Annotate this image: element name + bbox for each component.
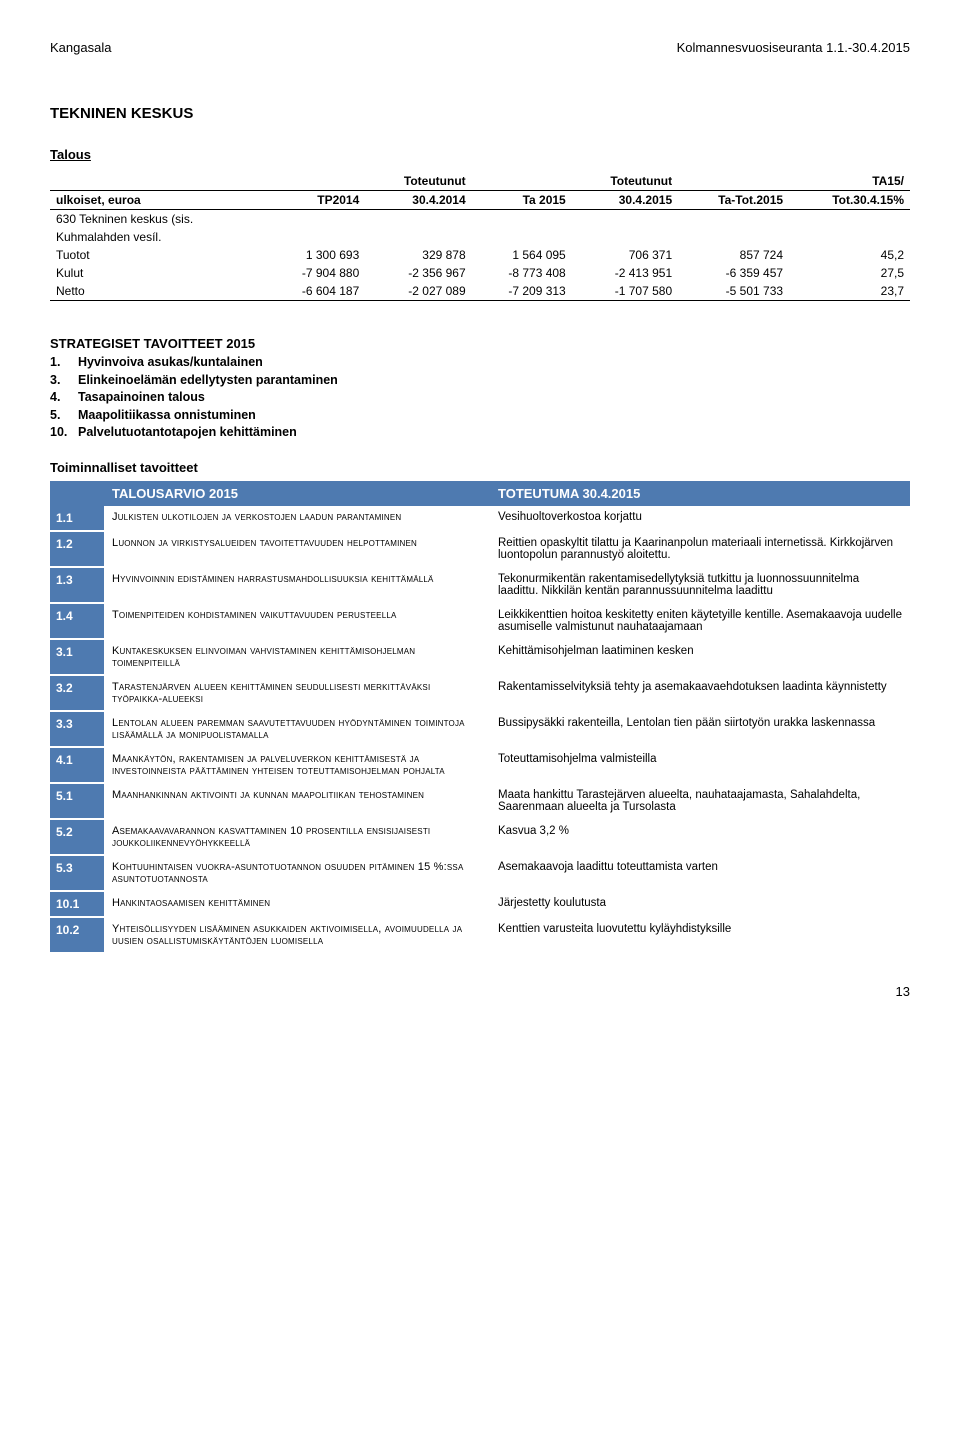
row-description: Toimenpiteiden kohdistaminen vaikuttavuu… <box>104 603 490 639</box>
row-number: 10.2 <box>50 917 104 953</box>
row-outcome: Tekonurmikentän rakentamisedellytyksiä t… <box>490 567 910 603</box>
row-number: 5.1 <box>50 783 104 819</box>
page-header: Kangasala Kolmannesvuosiseuranta 1.1.-30… <box>50 40 910 55</box>
row-outcome: Reittien opaskyltit tilattu ja Kaarinanp… <box>490 531 910 567</box>
row-number: 1.1 <box>50 506 104 531</box>
strategiset-item-text: Hyvinvoiva asukas/kuntalainen <box>78 354 263 372</box>
strategiset-list: 1.Hyvinvoiva asukas/kuntalainen3.Elinkei… <box>50 354 910 442</box>
row-number: 5.3 <box>50 855 104 891</box>
fin-data-row: Netto -6 604 187 -2 027 089 -7 209 313 -… <box>50 282 910 301</box>
strategiset-item-num: 1. <box>50 354 78 372</box>
table-row: 5.2Asemakaavavarannon kasvattaminen 10 p… <box>50 819 910 855</box>
row-outcome: Maata hankittu Tarastejärven alueelta, n… <box>490 783 910 819</box>
main-table: TALOUSARVIO 2015 TOTEUTUMA 30.4.2015 1.1… <box>50 481 910 954</box>
row-description: Kohtuuhintaisen vuokra-asuntotuotannon o… <box>104 855 490 891</box>
table-row: 4.1Maankäytön, rakentamisen ja palveluve… <box>50 747 910 783</box>
table-row: 10.1Hankintaosaamisen kehittäminenJärjes… <box>50 891 910 917</box>
row-description: Yhteisöllisyyden lisääminen asukkaiden a… <box>104 917 490 953</box>
strategiset-item-text: Tasapainoinen talous <box>78 389 205 407</box>
strategiset-item-num: 10. <box>50 424 78 442</box>
row-description: Tarastenjärven alueen kehittäminen seudu… <box>104 675 490 711</box>
row-description: Hankintaosaamisen kehittäminen <box>104 891 490 917</box>
table-row: 3.3Lentolan alueen paremman saavutettavu… <box>50 711 910 747</box>
row-number: 3.3 <box>50 711 104 747</box>
strategiset-item-text: Maapolitiikassa onnistuminen <box>78 407 256 425</box>
header-right: Kolmannesvuosiseuranta 1.1.-30.4.2015 <box>677 40 910 55</box>
row-outcome: Rakentamisselvityksiä tehty ja asemakaav… <box>490 675 910 711</box>
row-description: Lentolan alueen paremman saavutettavuude… <box>104 711 490 747</box>
strategiset-item: 4.Tasapainoinen talous <box>50 389 910 407</box>
row-number: 5.2 <box>50 819 104 855</box>
row-number: 10.1 <box>50 891 104 917</box>
row-number: 3.1 <box>50 639 104 675</box>
strategiset-title: STRATEGISET TAVOITTEET 2015 <box>50 336 910 351</box>
table-row: 10.2Yhteisöllisyyden lisääminen asukkaid… <box>50 917 910 953</box>
row-number: 1.4 <box>50 603 104 639</box>
strategiset-item: 10.Palvelutuotantotapojen kehittäminen <box>50 424 910 442</box>
row-outcome: Leikkikenttien hoitoa keskitetty eniten … <box>490 603 910 639</box>
table-row: 1.3Hyvinvoinnin edistäminen harrastusmah… <box>50 567 910 603</box>
section-subtitle: Talous <box>50 147 910 162</box>
row-number: 4.1 <box>50 747 104 783</box>
row-description: Julkisten ulkotilojen ja verkostojen laa… <box>104 506 490 531</box>
main-th-blank <box>50 481 104 506</box>
main-th-col2: TOTEUTUMA 30.4.2015 <box>490 481 910 506</box>
table-row: 3.2Tarastenjärven alueen kehittäminen se… <box>50 675 910 711</box>
fin-section-row: 630 Tekninen keskus (sis. <box>50 210 910 229</box>
table-row: 1.4Toimenpiteiden kohdistaminen vaikutta… <box>50 603 910 639</box>
row-outcome: Järjestetty koulutusta <box>490 891 910 917</box>
finance-table: Toteutunut Toteutunut TA15/ ulkoiset, eu… <box>50 172 910 301</box>
row-description: Luonnon ja virkistysalueiden tavoitettav… <box>104 531 490 567</box>
table-row: 1.2Luonnon ja virkistysalueiden tavoitet… <box>50 531 910 567</box>
strategiset-item-num: 5. <box>50 407 78 425</box>
strategiset-item: 5.Maapolitiikassa onnistuminen <box>50 407 910 425</box>
page-title: TEKNINEN KESKUS <box>50 105 910 122</box>
row-number: 1.2 <box>50 531 104 567</box>
header-left: Kangasala <box>50 40 111 55</box>
row-outcome: Bussipysäkki rakenteilla, Lentolan tien … <box>490 711 910 747</box>
table-row: 5.1Maanhankinnan aktivointi ja kunnan ma… <box>50 783 910 819</box>
fin-data-row: Kulut -7 904 880 -2 356 967 -8 773 408 -… <box>50 264 910 282</box>
main-th-col1: TALOUSARVIO 2015 <box>104 481 490 506</box>
table-row: 5.3Kohtuuhintaisen vuokra-asuntotuotanno… <box>50 855 910 891</box>
toiminnalliset-title: Toiminnalliset tavoitteet <box>50 460 910 475</box>
strategiset-item-num: 3. <box>50 372 78 390</box>
row-description: Hyvinvoinnin edistäminen harrastusmahdol… <box>104 567 490 603</box>
row-description: Maankäytön, rakentamisen ja palveluverko… <box>104 747 490 783</box>
row-number: 1.3 <box>50 567 104 603</box>
row-outcome: Kasvua 3,2 % <box>490 819 910 855</box>
row-number: 3.2 <box>50 675 104 711</box>
strategiset-item: 1.Hyvinvoiva asukas/kuntalainen <box>50 354 910 372</box>
strategiset-item-text: Palvelutuotantotapojen kehittäminen <box>78 424 297 442</box>
fin-data-row: Tuotot 1 300 693 329 878 1 564 095 706 3… <box>50 246 910 264</box>
fin-header-row2: ulkoiset, euroa TP2014 30.4.2014 Ta 2015… <box>50 191 910 210</box>
row-outcome: Kenttien varusteita luovutettu kyläyhdis… <box>490 917 910 953</box>
strategiset-item-text: Elinkeinoelämän edellytysten parantamine… <box>78 372 338 390</box>
row-outcome: Toteuttamisohjelma valmisteilla <box>490 747 910 783</box>
row-outcome: Vesihuoltoverkostoa korjattu <box>490 506 910 531</box>
row-outcome: Kehittämisohjelman laatiminen kesken <box>490 639 910 675</box>
strategiset-item: 3.Elinkeinoelämän edellytysten parantami… <box>50 372 910 390</box>
row-outcome: Asemakaavoja laadittu toteuttamista vart… <box>490 855 910 891</box>
row-description: Maanhankinnan aktivointi ja kunnan maapo… <box>104 783 490 819</box>
table-row: 1.1Julkisten ulkotilojen ja verkostojen … <box>50 506 910 531</box>
fin-header-row1: Toteutunut Toteutunut TA15/ <box>50 172 910 191</box>
page-number: 13 <box>50 984 910 999</box>
row-description: Asemakaavavarannon kasvattaminen 10 pros… <box>104 819 490 855</box>
row-description: Kuntakeskuksen elinvoiman vahvistaminen … <box>104 639 490 675</box>
fin-section-row: Kuhmalahden vesíl. <box>50 228 910 246</box>
table-row: 3.1Kuntakeskuksen elinvoiman vahvistamin… <box>50 639 910 675</box>
strategiset-item-num: 4. <box>50 389 78 407</box>
